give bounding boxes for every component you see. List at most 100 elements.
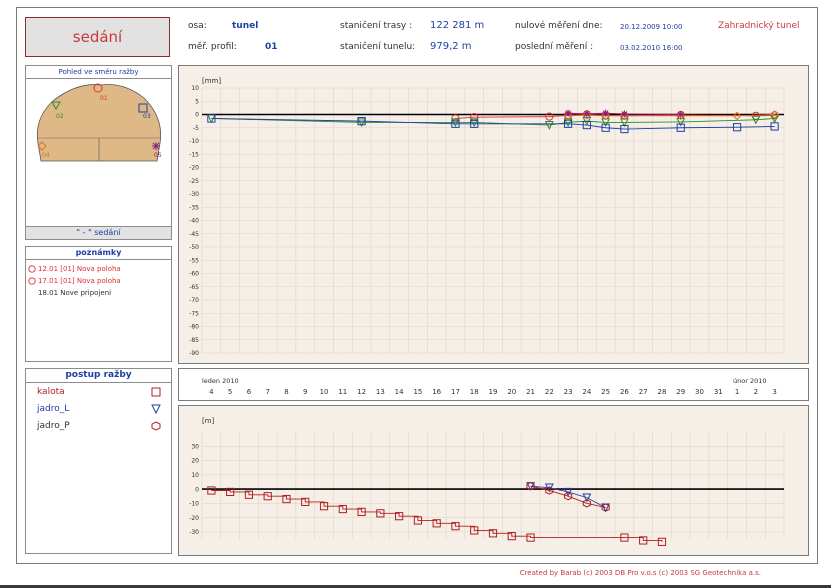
- day-tick-label: 11: [338, 388, 347, 396]
- data-point-02: [751, 115, 761, 125]
- note-text: 17.01 [01] Nova poloha: [38, 277, 121, 285]
- day-tick-label: 6: [247, 388, 252, 396]
- data-point-kalota: [639, 536, 648, 545]
- day-tick-label: 23: [564, 388, 573, 396]
- osa-value: tunel: [232, 21, 259, 31]
- data-point-03: [451, 119, 460, 128]
- data-point-03: [601, 123, 610, 132]
- data-point-kalota: [301, 497, 310, 507]
- data-point-kalota: [244, 490, 254, 499]
- data-point-kalota: [338, 504, 347, 514]
- view-panel-title: Pohled ve směru ražby: [26, 66, 171, 79]
- posledni-value: 03.02.2010 16:00: [620, 44, 683, 52]
- note-item: 18.01 Nove pripojeni: [38, 289, 111, 297]
- day-tick-label: 17: [451, 388, 460, 396]
- day-tick-label: 25: [601, 388, 610, 396]
- point-03-marker: [138, 103, 148, 113]
- day-tick-label: 12: [357, 388, 366, 396]
- data-point-jadro_P: [582, 499, 591, 508]
- data-point-05: [677, 110, 685, 119]
- y-tick-label: -15: [189, 151, 199, 158]
- data-point-02: [451, 118, 460, 128]
- data-point-03: [676, 123, 685, 132]
- y-tick-label: -70: [189, 297, 199, 304]
- series-line-03: [211, 118, 775, 130]
- y-tick-label: -5: [193, 125, 199, 132]
- note-item: 12.01 [01] Nova poloha: [28, 265, 121, 273]
- stan-tunelu-label: staničení tunelu:: [340, 42, 416, 52]
- data-point-jadro_P: [526, 482, 535, 491]
- day-tick-label: 28: [658, 388, 667, 396]
- y-tick-label: -35: [189, 204, 199, 211]
- time-axis-panel: leden 2010 únor 2010 4 5 6 7 8 9 10 11 12 13 14 15 1…: [178, 368, 809, 401]
- data-point-03: [582, 121, 591, 130]
- day-tick-label: 26: [620, 388, 629, 396]
- month-label-january: leden 2010: [202, 377, 239, 385]
- day-tick-label: 30: [695, 388, 704, 396]
- data-point-02: [544, 121, 554, 130]
- day-tick-label: 15: [413, 388, 422, 396]
- data-point-04: [601, 111, 610, 121]
- hexagon-icon: [151, 421, 161, 431]
- point-02-marker: [51, 101, 61, 111]
- data-point-kalota: [226, 487, 235, 497]
- data-point-05: [583, 110, 591, 118]
- profil-value: 01: [265, 42, 278, 52]
- settlement-chart-panel: [mm] 10 5 0 -5 -10 -15 -20 -25 -30 -35 -40 -45 -50 -5…: [178, 65, 809, 364]
- day-tick-label: 14: [395, 388, 404, 396]
- data-point-03: [563, 119, 573, 128]
- series-line-02: [211, 118, 775, 126]
- data-point-03: [357, 117, 366, 126]
- note-text: 12.01 [01] Nova poloha: [38, 265, 121, 273]
- note-item: 17.01 [01] Nova poloha: [28, 277, 121, 285]
- legend-label: jadro_L: [37, 404, 70, 414]
- data-point-jadro_P: [563, 492, 573, 501]
- legend-label: kalota: [37, 387, 65, 397]
- data-point-kalota: [282, 494, 291, 504]
- point-02-label: 02: [56, 113, 64, 120]
- point-01-label: 01: [100, 95, 108, 102]
- data-point-04: [563, 111, 573, 121]
- data-point-kalota: [432, 519, 441, 528]
- day-tick-label: 27: [639, 388, 648, 396]
- tunnel-name: Zahradnický tunel: [718, 21, 800, 31]
- data-point-kalota: [526, 533, 535, 542]
- day-tick-label: 18: [470, 388, 479, 396]
- y-tick-label: 10: [191, 472, 199, 479]
- osa-label: osa:: [188, 21, 207, 31]
- data-point-03: [207, 114, 216, 123]
- y-tick-label: -80: [189, 324, 199, 331]
- day-tick-label: 20: [507, 388, 516, 396]
- data-point-kalota: [263, 492, 272, 501]
- y-tick-label: 5: [195, 98, 199, 105]
- day-tick-label: 8: [284, 388, 288, 396]
- page-title: sedání: [25, 17, 170, 57]
- day-tick-label: 1: [735, 388, 739, 396]
- y-tick-label: -20: [189, 515, 199, 522]
- y-tick-label: 0: [195, 112, 199, 119]
- legend-label: jadro_P: [37, 421, 70, 431]
- data-point-01: [545, 112, 554, 121]
- bottom-bar: [0, 585, 831, 588]
- day-tick-label: 29: [676, 388, 685, 396]
- day-tick-label: 16: [432, 388, 441, 396]
- excavation-chart-panel: [m] 30 20 10 0 -10 -20 -30: [178, 405, 809, 556]
- posledni-label: poslední měření :: [515, 42, 594, 52]
- data-point-kalota: [620, 533, 629, 542]
- point-03-label: 03: [143, 113, 151, 120]
- data-point-kalota: [395, 512, 404, 521]
- day-tick-label: 19: [489, 388, 498, 396]
- y-tick-label: -30: [189, 529, 199, 536]
- day-tick-label: 24: [582, 388, 591, 396]
- settlement-y-unit: [mm]: [202, 77, 221, 85]
- y-tick-label: -60: [189, 271, 199, 278]
- day-tick-label: 4: [209, 388, 214, 396]
- nulove-value: 20.12.2009 10:00: [620, 23, 683, 31]
- y-tick-label: -45: [189, 231, 199, 238]
- settlement-chart: [mm] 10 5 0 -5 -10 -15 -20 -25 -30 -35 -40 -45 -50 -5…: [189, 77, 785, 357]
- data-point-jadro_L: [563, 487, 573, 497]
- data-point-02: [469, 118, 479, 128]
- day-tick-label: 22: [545, 388, 554, 396]
- note-text: 18.01 Nove pripojeni: [38, 289, 112, 297]
- data-point-02: [676, 117, 686, 127]
